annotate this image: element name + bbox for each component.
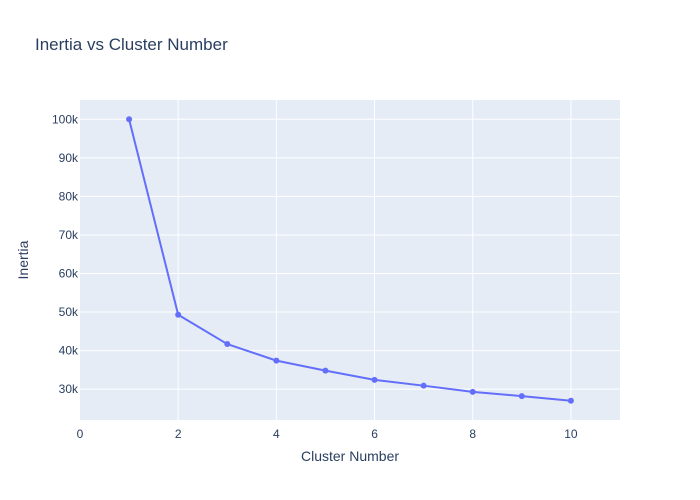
y-tick-label: 60k <box>59 266 79 280</box>
data-point <box>322 367 329 374</box>
y-tick-label: 30k <box>59 382 79 396</box>
data-point <box>371 376 378 383</box>
plot-area <box>80 100 620 420</box>
y-axis-title: Inertia <box>15 240 31 279</box>
x-tick-label: 2 <box>175 427 182 441</box>
x-tick-label: 10 <box>564 427 578 441</box>
data-point <box>126 116 133 123</box>
data-point <box>175 311 182 318</box>
series-line <box>128 119 572 402</box>
data-point <box>469 388 476 395</box>
y-tick-label: 40k <box>59 344 79 358</box>
gridlines <box>80 100 620 420</box>
x-tick-label: 6 <box>371 427 378 441</box>
y-tick-label: 90k <box>59 151 79 165</box>
chart-title: Inertia vs Cluster Number <box>35 35 228 54</box>
y-tick-label: 100k <box>52 112 79 126</box>
data-point <box>518 393 525 400</box>
x-axis-title: Cluster Number <box>301 448 399 464</box>
series-layer <box>126 116 574 404</box>
y-tick-label: 80k <box>59 189 79 203</box>
data-point <box>420 382 427 389</box>
data-point <box>567 397 574 404</box>
x-tick-label: 8 <box>469 427 476 441</box>
y-tick-label: 70k <box>59 228 79 242</box>
tick-labels: 0 2 4 6 8 10 30k 40k 50k 60k 70k 80k 90k 100k <box>52 112 578 441</box>
x-tick-label: 4 <box>273 427 280 441</box>
y-tick-label: 50k <box>59 305 79 319</box>
data-point <box>273 357 280 364</box>
data-point <box>224 341 231 348</box>
x-tick-label: 0 <box>77 427 84 441</box>
